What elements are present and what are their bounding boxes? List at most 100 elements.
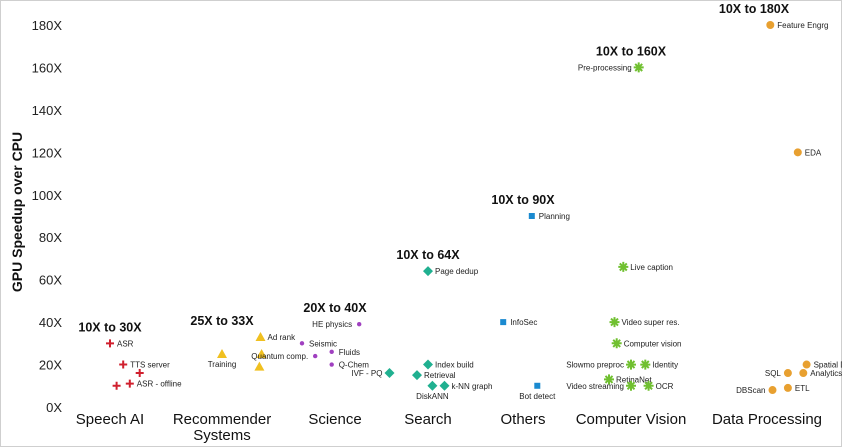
point-label: k-NN graph	[452, 382, 493, 391]
point-label: Slowmo preproc	[566, 361, 624, 370]
data-point	[439, 380, 450, 391]
data-point	[254, 361, 265, 371]
y-axis: 0X 20X 40X 60X 80X 100X 120X 140X 160X 180X	[32, 18, 63, 415]
data-point	[643, 380, 654, 391]
data-point	[112, 381, 121, 390]
point-label: Quantum comp.	[251, 352, 308, 361]
series-group: Feature Engrg EDA Spatial DBAnalytics SQL ET…	[736, 21, 842, 395]
data-point	[357, 322, 362, 327]
data-point	[119, 360, 128, 369]
range-label: 10X to 64X	[396, 248, 460, 262]
point-label: DiskANN	[416, 392, 449, 401]
data-point	[217, 348, 227, 358]
range-label: 10X to 30X	[78, 320, 142, 334]
point-label: Spatial DB	[814, 361, 842, 370]
data-point	[423, 359, 433, 370]
point-label: Feature Engrg	[777, 21, 828, 30]
range-label: 10X to 90X	[491, 193, 555, 207]
data-point	[783, 383, 792, 392]
x-axis-categories: Speech AI Recommender Systems Science Search…	[76, 411, 822, 444]
point-label: EDA	[805, 148, 822, 157]
y-tick-label: 140X	[32, 103, 63, 118]
y-tick-label: 60X	[39, 273, 62, 288]
point-label: Ad rank	[268, 333, 297, 342]
point-label: InfoSec	[510, 318, 537, 327]
series-group: Pre-processing Live caption Video super re…	[566, 62, 682, 391]
point-label: IVF - PQ	[351, 369, 382, 378]
point-label: ETL	[795, 384, 810, 393]
y-tick-label: 180X	[32, 18, 63, 33]
point-label: Training	[208, 360, 237, 369]
point-label: Seismic	[309, 339, 337, 348]
point-label: Video streaming	[566, 382, 624, 391]
data-point	[412, 370, 422, 381]
series-group: Page dedup Index build IVF - PQ Retrieval Di…	[351, 266, 492, 401]
range-label: 10X to 180X	[719, 2, 790, 16]
point-label: DBScan	[736, 386, 765, 395]
y-tick-label: 100X	[32, 188, 63, 203]
data-point	[256, 348, 267, 358]
data-point	[626, 359, 636, 370]
x-category-label: Speech AI	[76, 411, 144, 428]
data-point	[534, 382, 541, 389]
data-point	[783, 369, 792, 378]
range-label: 10X to 160X	[596, 44, 667, 58]
data-point	[626, 380, 636, 391]
data-points: ASR TTS server ASR - offline Ad rank Trainin…	[106, 21, 842, 401]
data-point	[768, 386, 777, 395]
data-point	[633, 62, 644, 73]
data-point	[793, 148, 802, 157]
range-label: 20X to 40X	[303, 301, 367, 315]
data-point	[618, 261, 629, 272]
x-category-label: Science	[308, 411, 361, 428]
point-label: Index build	[435, 361, 474, 370]
point-label: Computer vision	[624, 339, 682, 348]
x-category-label: Computer Vision	[576, 411, 687, 428]
data-point	[299, 341, 305, 346]
series-group: Ad rank Training	[208, 331, 297, 371]
series-group: Planning InfoSec Bot detect	[500, 212, 570, 401]
y-tick-label: 160X	[32, 60, 63, 75]
y-tick-label: 40X	[39, 315, 62, 330]
data-point	[528, 213, 535, 219]
point-label: TTS server	[130, 361, 170, 370]
data-point	[611, 338, 622, 349]
data-point	[255, 331, 266, 341]
data-point	[766, 21, 775, 29]
point-label: ASR	[117, 339, 134, 348]
x-category-label: Others	[500, 411, 545, 428]
y-tick-label: 20X	[39, 358, 62, 373]
data-point	[329, 349, 334, 355]
point-label: HE physics	[312, 320, 352, 329]
point-label: Bot detect	[519, 392, 556, 401]
x-category-label: Recommender Systems	[173, 411, 271, 444]
data-point	[125, 379, 134, 388]
point-label: Page dedup	[435, 267, 479, 276]
point-label: Analytics	[810, 369, 842, 378]
point-label: Live caption	[630, 263, 673, 272]
data-point	[106, 339, 114, 348]
point-label: Retrieval	[424, 371, 456, 380]
data-point	[802, 360, 811, 369]
point-label: Pre-processing	[578, 63, 632, 72]
point-label: Fluids	[339, 348, 360, 357]
x-category-label: Data Processing	[712, 411, 822, 428]
point-label: Q-Chem	[339, 361, 370, 370]
series-group: ASR TTS server ASR - offline	[106, 339, 182, 390]
y-tick-label: 0X	[46, 400, 62, 415]
point-label: OCR	[656, 382, 674, 391]
point-label: SQL	[765, 369, 782, 378]
point-label: ASR - offline	[137, 380, 182, 389]
data-point	[604, 374, 614, 385]
data-point	[135, 369, 144, 378]
point-label: Video super res.	[622, 318, 680, 327]
y-axis-label: GPU Speedup over CPU	[9, 132, 25, 292]
x-category-label: Search	[404, 411, 452, 428]
data-point	[640, 359, 651, 370]
range-labels: 10X to 30X 25X to 33X 20X to 40X 10X to 64X…	[78, 2, 789, 334]
data-point	[500, 319, 507, 326]
data-point	[609, 317, 620, 328]
point-label: Planning	[539, 212, 570, 221]
data-point	[799, 369, 808, 378]
